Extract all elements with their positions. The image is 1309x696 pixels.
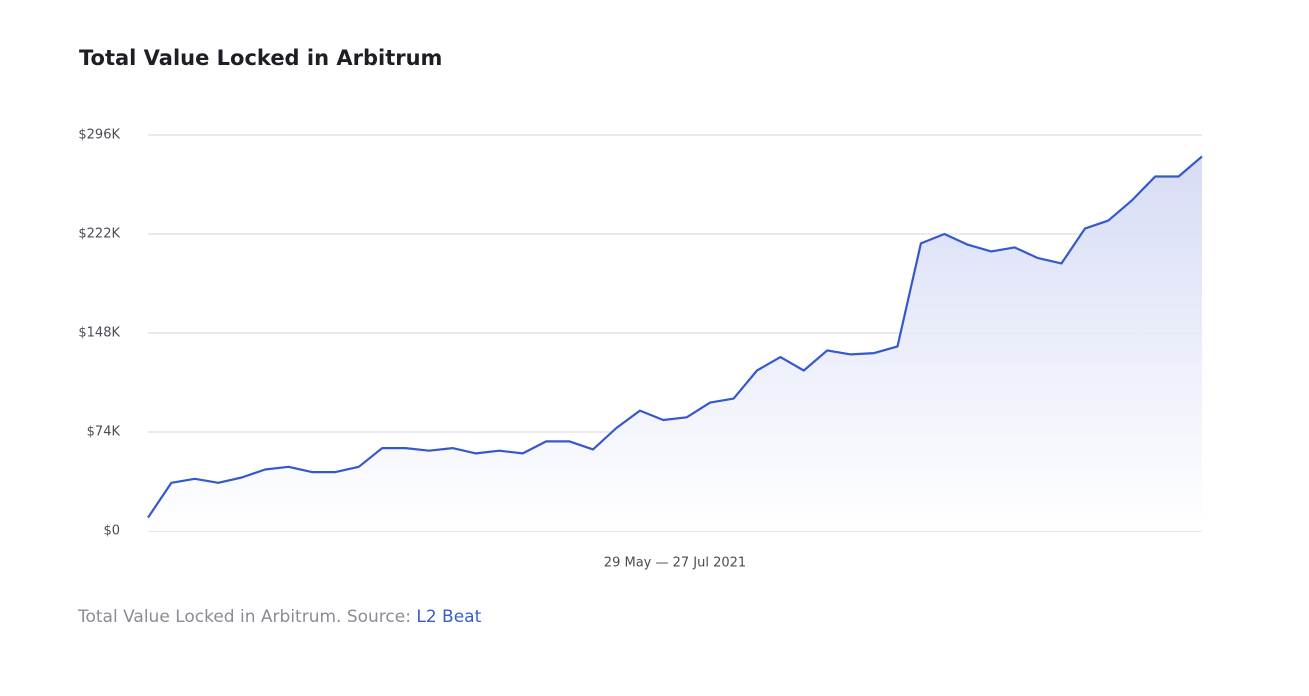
chart-title: Total Value Locked in Arbitrum	[79, 46, 442, 70]
caption-text: Total Value Locked in Arbitrum. Source:	[78, 607, 411, 627]
y-tick-label: $296K	[78, 128, 120, 143]
line	[147, 155, 1203, 519]
area	[148, 156, 1202, 531]
y-tick-label: $74K	[87, 425, 121, 440]
x-axis-label: 29 May — 27 Jul 2021	[604, 556, 746, 571]
y-tick-label: $222K	[78, 227, 120, 242]
chart: Total Value Locked in Arbitrum 29 May — …	[78, 46, 1203, 571]
caption: Total Value Locked in Arbitrum. Source: …	[78, 607, 481, 627]
y-tick-label: $148K	[78, 326, 120, 341]
source-link[interactable]: L2 Beat	[416, 607, 482, 627]
y-tick-label: $0	[103, 524, 120, 539]
